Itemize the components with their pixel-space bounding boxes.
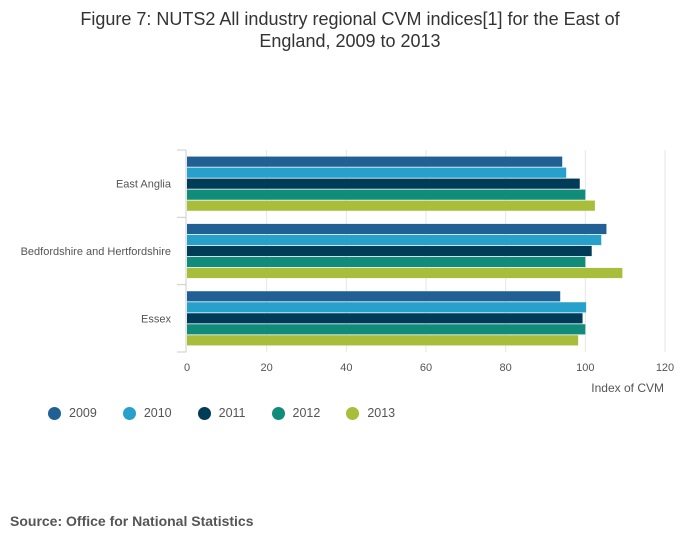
legend-swatch xyxy=(346,406,360,420)
bar-2009-essex xyxy=(187,291,561,302)
legend-swatch xyxy=(48,406,61,420)
bar-2012-bedfordshire-and-hertfordshire xyxy=(187,256,586,268)
x-tick-label: 20 xyxy=(261,362,273,374)
bar-2009-east-anglia xyxy=(187,156,563,167)
legend-swatch xyxy=(271,406,285,420)
legend-label: 2009 xyxy=(69,406,97,420)
legend-label: 2013 xyxy=(367,406,396,420)
chart-legend: 2009 2010 2011 2012 2013 xyxy=(48,406,421,420)
legend-label: 2012 xyxy=(292,406,321,420)
category-label: Essex xyxy=(141,313,171,325)
x-tick-label: 60 xyxy=(420,362,432,374)
x-tick-label: 120 xyxy=(656,362,674,374)
bar-2012-east-anglia xyxy=(187,189,586,200)
bar-2012-essex xyxy=(187,324,586,335)
bar-2011-bedfordshire-and-hertfordshire xyxy=(187,245,592,257)
bar-2010-essex xyxy=(187,302,587,313)
x-tick-label: 40 xyxy=(340,362,352,374)
bar-2011-essex xyxy=(187,313,583,324)
bar-2009-bedfordshire-and-hertfordshire xyxy=(187,223,607,235)
source-note: Source: Office for National Statistics xyxy=(10,513,254,529)
legend-swatch xyxy=(122,406,136,420)
legend-item-2010[interactable]: 2010 xyxy=(122,406,172,420)
chart-title: Figure 7: NUTS2 All industry regional CV… xyxy=(80,9,620,51)
legend-item-2012[interactable]: 2012 xyxy=(271,406,321,420)
bar-2013-essex xyxy=(187,335,579,346)
x-axis-label: Index of CVM xyxy=(591,381,664,395)
legend-label: 2010 xyxy=(143,406,172,420)
bar-2013-bedfordshire-and-hertfordshire xyxy=(187,267,623,279)
legend-item-2009[interactable]: 2009 xyxy=(48,406,97,420)
category-label: East Anglia xyxy=(116,179,172,191)
x-tick-label: 0 xyxy=(184,362,190,374)
bar-2013-east-anglia xyxy=(187,200,595,211)
legend-item-2011[interactable]: 2011 xyxy=(197,406,246,420)
bar-2010-bedfordshire-and-hertfordshire xyxy=(187,234,602,246)
legend-label: 2011 xyxy=(218,406,246,420)
x-tick-label: 100 xyxy=(576,362,594,374)
legend-swatch xyxy=(197,406,211,420)
legend-item-2013[interactable]: 2013 xyxy=(346,406,395,420)
x-tick-label: 80 xyxy=(500,362,512,374)
bar-2011-east-anglia xyxy=(187,178,580,189)
bar-2010-east-anglia xyxy=(187,167,567,178)
category-label: Bedfordshire and Hertfordshire xyxy=(21,246,171,258)
